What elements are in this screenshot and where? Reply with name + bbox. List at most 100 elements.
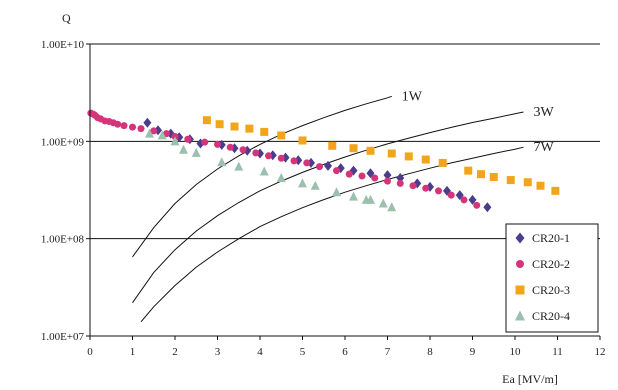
legend-entry: CR20-4 [532, 309, 570, 323]
data-point [201, 138, 209, 146]
data-point [396, 179, 404, 187]
x-tick-label: 0 [87, 346, 93, 358]
data-point [298, 136, 307, 145]
data-point [422, 184, 430, 192]
legend-marker [515, 232, 525, 244]
data-point [468, 194, 477, 205]
data-point [245, 124, 254, 133]
data-point [145, 128, 154, 138]
data-point [129, 123, 136, 131]
data-point [150, 127, 158, 135]
data-point [404, 152, 413, 161]
data-point [215, 120, 224, 129]
x-tick-label: 4 [257, 346, 263, 358]
data-point [460, 196, 468, 204]
data-point [214, 140, 221, 148]
curve-label: 3W [534, 105, 555, 120]
data-point [345, 170, 353, 178]
data-point [489, 173, 498, 182]
data-point [310, 180, 320, 190]
x-tick-label: 11 [552, 346, 563, 358]
data-point [298, 178, 307, 188]
power-curve-1W [132, 95, 392, 258]
curve-label: 1W [402, 89, 423, 104]
data-point [435, 187, 442, 195]
y-tick-label: 1.00E+09 [41, 136, 85, 148]
data-point [387, 202, 397, 212]
data-point [277, 154, 285, 162]
x-tick-label: 5 [300, 346, 306, 358]
data-point [371, 174, 379, 182]
legend-entry: CR20-2 [532, 257, 570, 271]
data-point [265, 152, 272, 160]
data-point [349, 191, 358, 201]
data-point [260, 127, 269, 136]
data-points [87, 109, 560, 213]
data-point [358, 172, 366, 180]
data-point [384, 177, 391, 185]
data-point [179, 144, 188, 154]
data-point [290, 157, 298, 165]
data-point [157, 130, 167, 140]
data-point [120, 122, 128, 130]
data-point [328, 141, 337, 150]
data-point [378, 198, 388, 208]
data-point [349, 144, 358, 153]
data-point [523, 178, 532, 187]
data-point [114, 120, 122, 128]
data-point [239, 146, 247, 154]
data-point [447, 191, 455, 199]
x-tick-label: 12 [595, 346, 606, 358]
data-point [332, 187, 341, 197]
legend-marker [516, 260, 524, 268]
data-point [230, 122, 239, 131]
data-point [464, 166, 473, 175]
x-tick-label: 3 [215, 346, 221, 358]
data-point [163, 130, 170, 138]
data-point [226, 143, 234, 151]
x-tick-label: 6 [342, 346, 348, 358]
data-point [438, 158, 447, 167]
power-curve-3W [132, 111, 524, 303]
y-axis-title: Q [62, 11, 71, 25]
legend-entry: CR20-3 [532, 283, 570, 297]
data-point [421, 155, 430, 164]
legend-marker [515, 285, 525, 295]
data-point [333, 167, 340, 175]
data-point [234, 161, 244, 171]
data-point [383, 170, 392, 181]
legend-entry: CR20-1 [532, 231, 570, 245]
legend: CR20-1 CR20-2 CR20-3 CR20-4 [505, 223, 599, 333]
data-point [366, 194, 375, 204]
data-point [202, 116, 211, 125]
data-point [191, 147, 201, 157]
y-tick-label: 1.00E+10 [41, 39, 85, 51]
power-curves: 1W 3W 7W [132, 89, 555, 323]
data-point [483, 202, 492, 213]
data-point [143, 117, 152, 128]
data-point [259, 166, 269, 176]
data-point [277, 131, 286, 140]
data-point [252, 149, 260, 157]
x-tick-label: 7 [385, 346, 391, 358]
data-point [506, 176, 515, 185]
x-axis-title: Ea [MV/m] [502, 372, 558, 386]
data-point [409, 182, 417, 190]
curve-label: 7W [534, 140, 555, 155]
data-point [303, 159, 311, 167]
x-tick-label: 9 [470, 346, 476, 358]
data-point [551, 186, 560, 195]
data-point [387, 149, 396, 158]
x-tick-label: 10 [510, 346, 522, 358]
data-point [316, 163, 323, 171]
data-point [477, 170, 485, 179]
axes: 1.00E+071.00E+081.00E+091.00E+100 1 2 3 4 5 6 7… [41, 39, 606, 358]
data-point [536, 181, 545, 190]
data-point [276, 173, 286, 183]
y-tick-label: 1.00E+07 [41, 331, 85, 343]
data-point [324, 160, 332, 171]
x-tick-label: 2 [172, 346, 178, 358]
legend-marker [515, 310, 525, 321]
data-point [366, 146, 375, 155]
